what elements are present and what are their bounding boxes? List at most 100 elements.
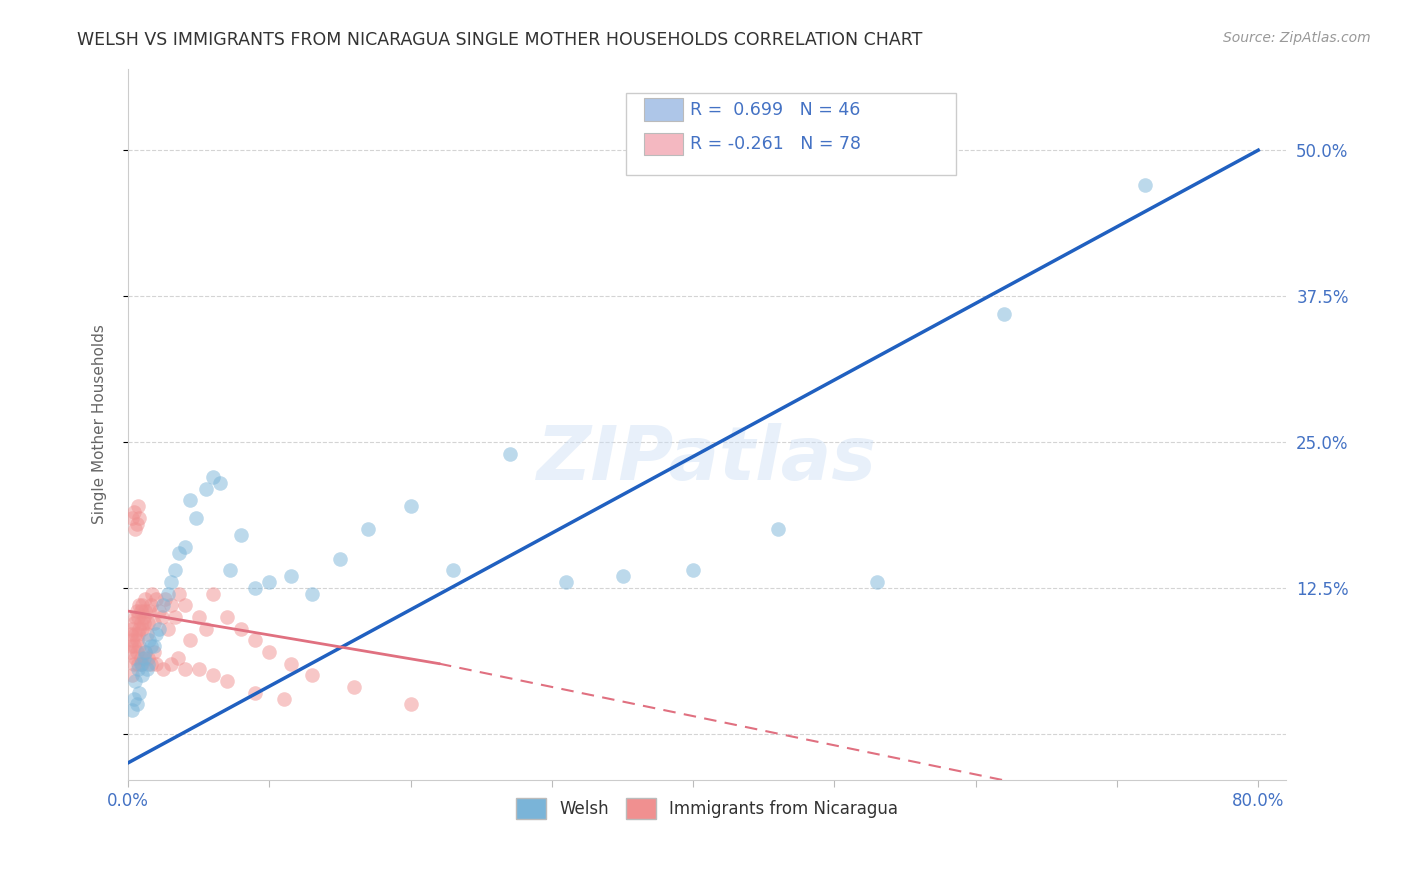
Point: [208, 475, 231, 490]
Point: [129, 650, 152, 665]
Point: [142, 645, 165, 659]
Point: [167, 546, 190, 560]
Point: [399, 499, 422, 513]
Point: [132, 610, 155, 624]
Point: [127, 627, 149, 641]
Point: [145, 627, 167, 641]
Point: [194, 622, 217, 636]
Point: [128, 599, 150, 613]
Point: [121, 668, 143, 682]
Point: [134, 645, 156, 659]
Point: [122, 505, 145, 519]
Point: [184, 510, 207, 524]
Point: [555, 574, 578, 589]
Point: [145, 657, 167, 671]
Point: [343, 680, 366, 694]
Point: [218, 563, 240, 577]
Point: [150, 610, 173, 624]
Point: [993, 307, 1015, 321]
Point: [141, 586, 163, 600]
Point: [280, 657, 302, 671]
Point: [173, 599, 195, 613]
Point: [120, 627, 142, 641]
Point: [301, 586, 323, 600]
Point: [136, 615, 159, 630]
Point: [136, 657, 159, 671]
Point: [173, 540, 195, 554]
Point: [152, 663, 174, 677]
Point: [128, 622, 150, 636]
Point: [131, 657, 153, 671]
Point: [134, 604, 156, 618]
Point: [135, 663, 157, 677]
Point: [122, 639, 145, 653]
Point: [145, 592, 167, 607]
Point: [127, 499, 149, 513]
Point: [134, 645, 156, 659]
Y-axis label: Single Mother Households: Single Mother Households: [93, 325, 107, 524]
Point: [120, 639, 142, 653]
Point: [132, 615, 155, 630]
Point: [121, 633, 143, 648]
Point: [682, 563, 704, 577]
Point: [498, 446, 520, 460]
Point: [159, 574, 181, 589]
Point: [136, 650, 159, 665]
Point: [399, 698, 422, 712]
Point: [201, 470, 224, 484]
Point: [139, 639, 162, 653]
FancyBboxPatch shape: [626, 94, 956, 176]
Point: [167, 586, 190, 600]
Point: [187, 663, 209, 677]
Point: [194, 482, 217, 496]
Point: [201, 586, 224, 600]
Point: [125, 645, 148, 659]
Point: [201, 668, 224, 682]
Point: [124, 627, 146, 641]
Point: [187, 610, 209, 624]
Point: [142, 615, 165, 630]
Point: [142, 639, 165, 653]
Point: [121, 510, 143, 524]
Point: [152, 599, 174, 613]
Point: [139, 599, 162, 613]
Point: [612, 569, 634, 583]
Point: [163, 563, 186, 577]
Point: [329, 551, 352, 566]
Point: [766, 523, 789, 537]
Point: [215, 674, 238, 689]
Point: [231, 622, 253, 636]
Point: [132, 650, 155, 665]
Point: [148, 622, 170, 636]
Point: [259, 574, 281, 589]
Point: [128, 510, 150, 524]
Point: [129, 657, 152, 671]
Point: [125, 633, 148, 648]
Point: [122, 615, 145, 630]
Point: [866, 574, 889, 589]
Point: [280, 569, 302, 583]
Point: [122, 691, 145, 706]
Text: R = -0.261   N = 78: R = -0.261 N = 78: [690, 135, 860, 153]
Point: [357, 523, 380, 537]
Legend: Welsh, Immigrants from Nicaragua: Welsh, Immigrants from Nicaragua: [509, 792, 905, 825]
Point: [156, 622, 179, 636]
Point: [129, 615, 152, 630]
Point: [179, 633, 201, 648]
Point: [124, 674, 146, 689]
FancyBboxPatch shape: [644, 98, 683, 121]
Point: [131, 599, 153, 613]
Point: [301, 668, 323, 682]
Point: [138, 604, 160, 618]
Point: [127, 610, 149, 624]
Point: [179, 493, 201, 508]
Text: WELSH VS IMMIGRANTS FROM NICARAGUA SINGLE MOTHER HOUSEHOLDS CORRELATION CHART: WELSH VS IMMIGRANTS FROM NICARAGUA SINGL…: [77, 31, 922, 49]
Point: [138, 633, 160, 648]
Point: [134, 592, 156, 607]
Point: [124, 610, 146, 624]
Text: ZIPatlas: ZIPatlas: [537, 424, 877, 497]
Point: [1135, 178, 1157, 193]
Point: [131, 622, 153, 636]
Point: [127, 657, 149, 671]
Point: [148, 604, 170, 618]
